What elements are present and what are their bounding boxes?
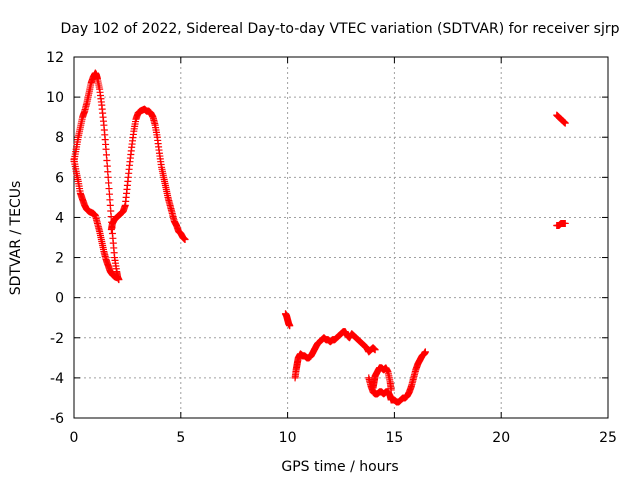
y-tick-label: -2 <box>50 331 64 347</box>
series-sat-track-b <box>70 155 121 282</box>
series-sat-track-h <box>553 111 569 127</box>
series-sat-track-i <box>553 219 569 229</box>
plot-frame <box>73 56 609 419</box>
y-tick-label: 12 <box>46 50 64 66</box>
y-tick-label: 6 <box>55 170 64 186</box>
data-point <box>371 346 379 354</box>
data-point <box>561 119 569 127</box>
data-point <box>181 236 189 244</box>
grid-lines <box>74 57 608 418</box>
x-tick-label: 25 <box>599 430 617 446</box>
series-sat-track-g <box>369 364 395 394</box>
y-tick-label: -6 <box>50 411 64 427</box>
data-point <box>561 219 569 227</box>
x-tick-label: 5 <box>176 430 185 446</box>
data-point <box>387 386 395 394</box>
x-tick-label: 0 <box>70 430 79 446</box>
series-sat-track-f <box>365 348 429 406</box>
series-sat-track-c <box>107 105 189 244</box>
y-tick-label: 0 <box>55 291 64 307</box>
y-tick-label: 10 <box>46 90 64 106</box>
y-tick-label: 4 <box>55 210 64 226</box>
data-point <box>113 274 121 282</box>
data-marks <box>70 69 569 406</box>
axis-ticks: 0 5 10 15 20 25 -6 -4 -2 0 2 4 6 8 10 12 <box>46 50 617 446</box>
data-point <box>286 322 294 330</box>
x-tick-label: 10 <box>279 430 297 446</box>
y-axis-title: SDTVAR / TECUs <box>8 181 24 296</box>
data-point <box>421 348 429 356</box>
y-tick-label: 8 <box>55 130 64 146</box>
series-sat-track-e <box>291 328 379 382</box>
x-tick-label: 20 <box>492 430 510 446</box>
series-sat-track-d <box>281 310 294 330</box>
y-tick-label: -4 <box>50 371 64 387</box>
x-axis-title: GPS time / hours <box>281 459 398 475</box>
x-tick-label: 15 <box>385 430 403 446</box>
y-tick-label: 2 <box>55 251 64 267</box>
chart-title: Day 102 of 2022, Sidereal Day-to-day VTE… <box>60 21 619 37</box>
